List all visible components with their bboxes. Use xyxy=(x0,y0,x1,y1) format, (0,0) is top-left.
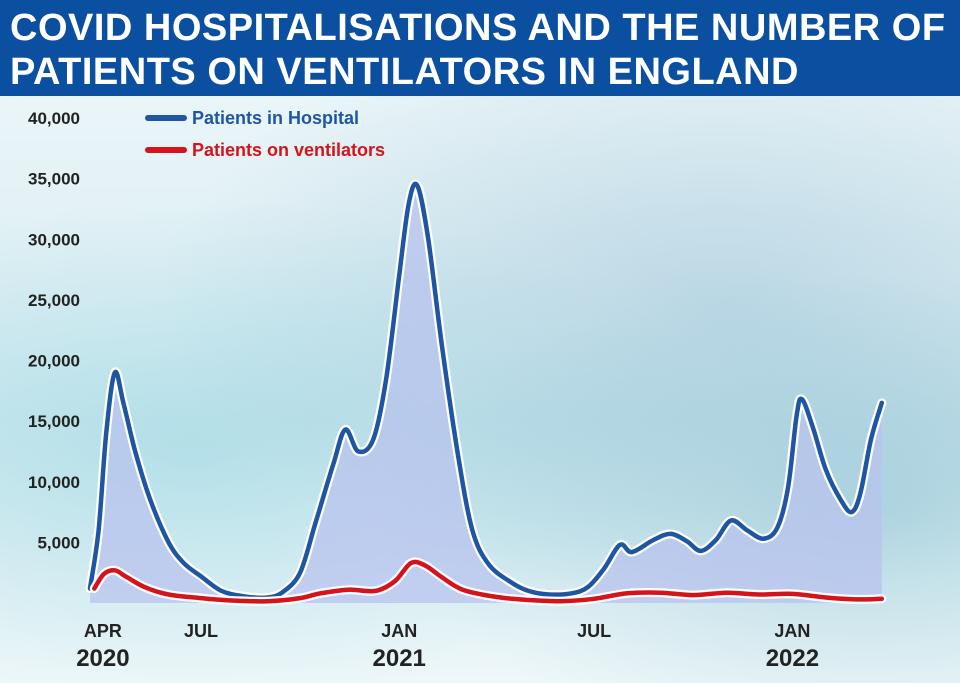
x-tick-year-label: 2022 xyxy=(766,645,819,672)
y-tick-label: 20,000 xyxy=(28,352,80,371)
x-tick-label: APR xyxy=(84,621,122,641)
x-tick-label: JUL xyxy=(577,621,611,641)
x-tick-label: JAN xyxy=(774,621,810,641)
series-halo-patients-in-hospital xyxy=(85,179,887,603)
y-tick-label: 30,000 xyxy=(28,230,80,249)
legend-label: Patients on ventilators xyxy=(192,140,385,160)
series-line-patients-in-hospital xyxy=(87,181,885,601)
series-line-patients-on-ventilators xyxy=(92,559,885,604)
legend-label: Patients in Hospital xyxy=(192,108,359,128)
y-tick-label: 35,000 xyxy=(28,170,80,189)
y-tick-label: 15,000 xyxy=(28,412,80,431)
x-axis: APR 2020 JUL JAN 2021 JUL JAN 2022 xyxy=(76,621,819,672)
title-banner: COVID HOSPITALISATIONS AND THE NUMBER OF… xyxy=(0,0,960,96)
y-axis: 5,000 10,000 15,000 20,000 25,000 30,000 35,00… xyxy=(28,109,80,552)
x-tick-label: JAN xyxy=(381,621,417,641)
chart-title: COVID HOSPITALISATIONS AND THE NUMBER OF… xyxy=(10,7,946,93)
series-area-patients-in-hospital xyxy=(90,183,882,603)
x-tick-year-label: 2021 xyxy=(373,645,426,672)
y-tick-label: 10,000 xyxy=(28,473,80,492)
x-tick-label: JUL xyxy=(184,621,218,641)
legend: Patients in Hospital Patients on ventilat… xyxy=(145,108,385,160)
x-tick-year-label: 2020 xyxy=(76,645,129,672)
y-tick-label: 40,000 xyxy=(28,109,80,128)
y-tick-label: 5,000 xyxy=(37,533,80,552)
series-layer xyxy=(85,179,887,606)
y-tick-label: 25,000 xyxy=(28,291,80,310)
